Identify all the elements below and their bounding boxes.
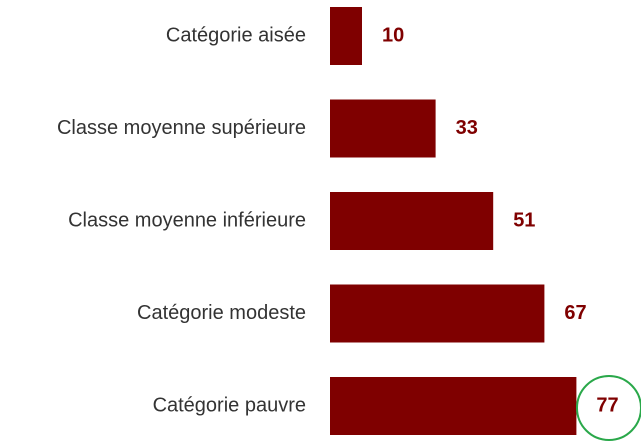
category-label: Catégorie aisée xyxy=(166,24,306,46)
category-label: Catégorie pauvre xyxy=(153,394,306,416)
highlight-circle xyxy=(576,375,641,441)
bar xyxy=(330,284,545,343)
category-label: Classe moyenne supérieure xyxy=(57,117,306,139)
category-label: Catégorie modeste xyxy=(137,302,306,324)
value-label: 67 xyxy=(564,302,586,324)
bar xyxy=(330,7,362,65)
value-label: 33 xyxy=(456,117,478,139)
category-label: Classe moyenne inférieure xyxy=(68,209,306,231)
bar xyxy=(330,192,494,250)
value-label: 51 xyxy=(513,209,535,231)
bar xyxy=(330,377,577,435)
value-label: 10 xyxy=(382,24,404,46)
bar xyxy=(330,99,436,158)
value-label: 77 xyxy=(596,394,618,416)
